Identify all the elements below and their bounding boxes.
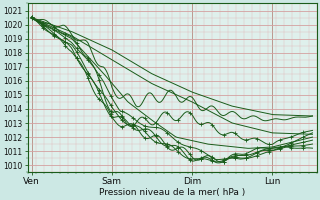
X-axis label: Pression niveau de la mer( hPa ): Pression niveau de la mer( hPa ) (99, 188, 245, 197)
